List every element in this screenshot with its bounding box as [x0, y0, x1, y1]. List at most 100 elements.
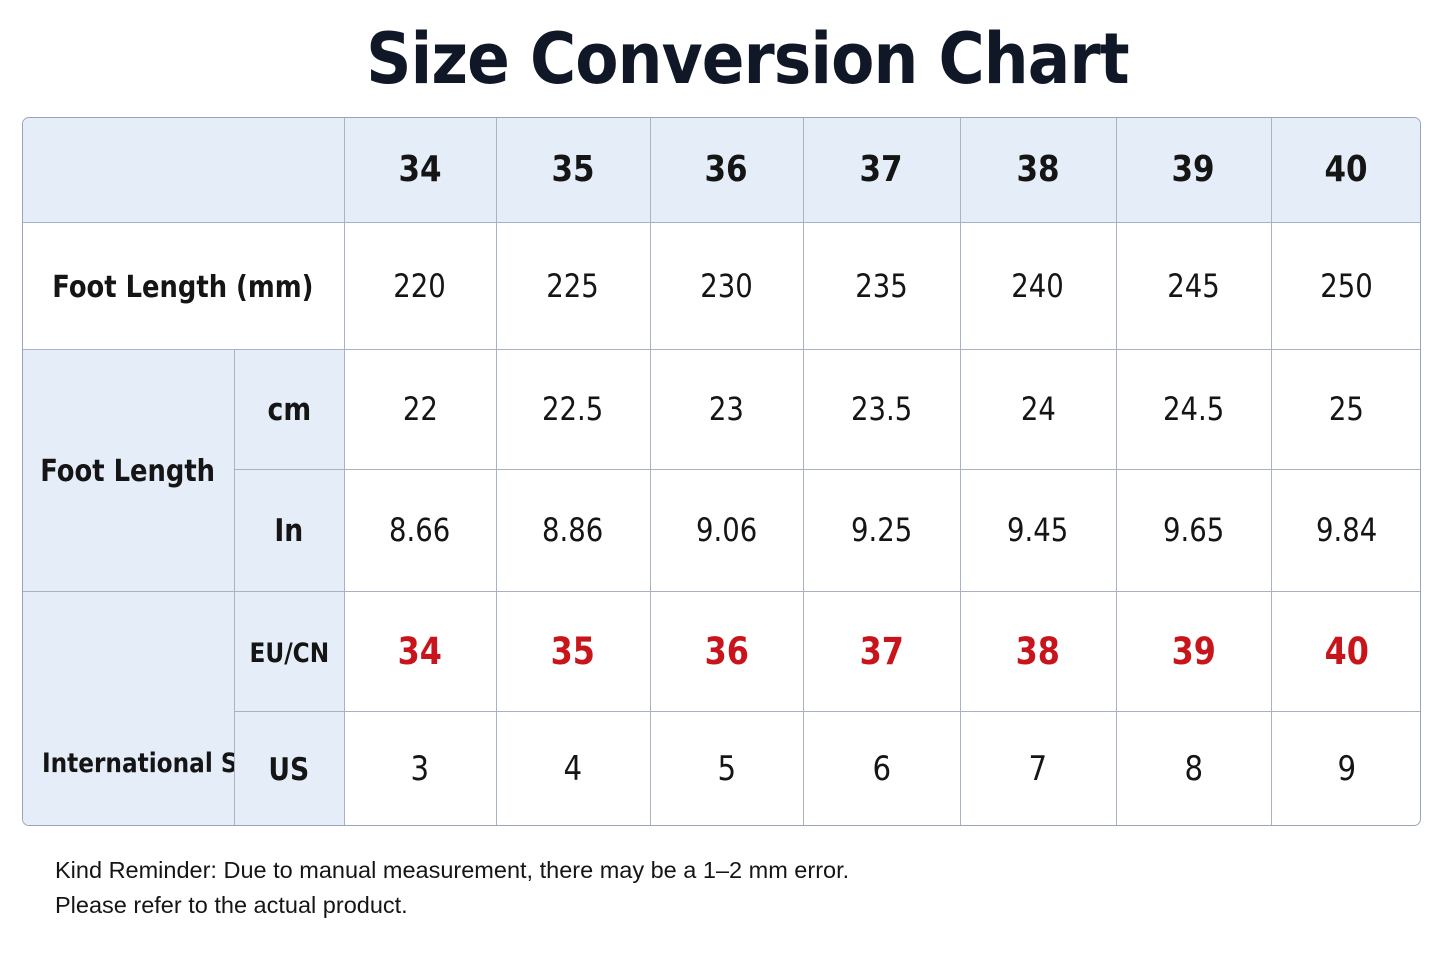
- table-row-in: In 8.66 8.86 9.06 9.25 9.45 9.65 9.84: [23, 468, 1420, 592]
- eu-cn-value: 38: [1015, 629, 1061, 673]
- value-cell: 4: [495, 710, 651, 825]
- value-cell: 8: [1115, 710, 1272, 825]
- us-value: 8: [1184, 749, 1203, 789]
- cm-value: 23: [708, 390, 745, 428]
- row-label-cell: Foot Length (mm): [23, 221, 345, 350]
- in-value: 9.84: [1315, 511, 1378, 549]
- value-cell: 5: [649, 710, 804, 825]
- value-cell: 40: [1270, 590, 1420, 712]
- value-cell: 9.06: [649, 468, 804, 592]
- eu-cn-value: 35: [550, 629, 596, 673]
- value-cell: 9.45: [959, 468, 1117, 592]
- header-size-cell: 36: [649, 118, 804, 223]
- eu-cn-value: 39: [1171, 629, 1216, 673]
- value-cell: 36: [649, 590, 804, 712]
- unit-label-cell: EU/CN: [233, 590, 345, 712]
- value-cell: 8.86: [495, 468, 651, 592]
- value-cell: 225: [495, 221, 651, 350]
- value-cell: 38: [959, 590, 1117, 712]
- table-row-eu-cn: International Size EU/CN 34 35 36 37 38 …: [23, 590, 1420, 825]
- header-size-cell: 35: [495, 118, 651, 223]
- us-value: 9: [1337, 749, 1356, 789]
- us-value: 3: [410, 749, 430, 789]
- table-row-foot-length-mm: Foot Length (mm) 220 225 230 235 240 245…: [23, 221, 1420, 350]
- unit-label-cell: In: [233, 468, 345, 592]
- us-value: 4: [563, 749, 583, 789]
- value-cell: 23.5: [802, 348, 961, 470]
- table-row-us: US 3 4 5 6 7 8 9: [23, 710, 1420, 825]
- group-label-international-size: International Size: [41, 748, 233, 779]
- value-cell: 240: [959, 221, 1117, 350]
- cm-value: 22: [402, 390, 438, 428]
- group-label-cell: International Size: [23, 590, 235, 825]
- value-cell: 7: [959, 710, 1117, 825]
- size-conversion-table: 34 35 36 37 38 39 40 Foot Length (mm) 22…: [23, 118, 1420, 825]
- header-size: 36: [704, 149, 749, 190]
- unit-label-cm: cm: [267, 392, 311, 428]
- unit-label-eu-cn: EU/CN: [249, 638, 329, 669]
- mm-value: 240: [1011, 266, 1065, 305]
- value-cell: 8.66: [343, 468, 497, 592]
- us-value: 7: [1028, 749, 1048, 789]
- value-cell: 37: [802, 590, 961, 712]
- in-value: 8.86: [542, 511, 604, 549]
- cm-value: 24: [1020, 390, 1056, 428]
- value-cell: 39: [1115, 590, 1272, 712]
- eu-cn-value: 34: [397, 629, 443, 673]
- eu-cn-value: 40: [1324, 629, 1369, 673]
- header-size-cell: 39: [1115, 118, 1272, 223]
- mm-value: 245: [1167, 266, 1220, 305]
- mm-value: 230: [700, 266, 753, 305]
- header-corner-cell: [23, 118, 345, 223]
- value-cell: 9.84: [1270, 468, 1420, 592]
- in-value: 9.45: [1007, 511, 1069, 549]
- header-size: 39: [1171, 149, 1216, 190]
- group-label-foot-length: Foot Length: [40, 454, 216, 489]
- table-row-cm: Foot Length cm 22 22.5 23 23.5 24 24.5 2…: [23, 348, 1420, 592]
- value-cell: 22: [343, 348, 497, 470]
- header-size: 34: [398, 149, 442, 190]
- group-label-cell: Foot Length: [23, 348, 235, 592]
- unit-label-us: US: [268, 752, 310, 788]
- in-value: 8.66: [389, 511, 451, 549]
- header-size-cell: 40: [1270, 118, 1420, 223]
- us-value: 6: [872, 749, 891, 789]
- header-size: 40: [1324, 149, 1369, 190]
- value-cell: 35: [495, 590, 651, 712]
- size-table-frame: 34 35 36 37 38 39 40 Foot Length (mm) 22…: [22, 117, 1421, 826]
- header-size: 37: [859, 149, 904, 190]
- value-cell: 23: [649, 348, 804, 470]
- value-cell: 3: [343, 710, 497, 825]
- header-size: 35: [551, 149, 595, 190]
- value-cell: 9: [1270, 710, 1420, 825]
- eu-cn-value: 36: [704, 629, 749, 673]
- value-cell: 24: [959, 348, 1117, 470]
- value-cell: 220: [343, 221, 497, 350]
- cm-value: 22.5: [542, 390, 604, 428]
- value-cell: 25: [1270, 348, 1420, 470]
- us-value: 5: [717, 749, 736, 789]
- header-row: 34 35 36 37 38 39 40: [23, 118, 1420, 223]
- value-cell: 34: [343, 590, 497, 712]
- value-cell: 6: [802, 710, 961, 825]
- value-cell: 24.5: [1115, 348, 1272, 470]
- cm-value: 25: [1328, 390, 1365, 428]
- in-value: 9.25: [850, 511, 913, 549]
- reminder-line-1: Kind Reminder: Due to manual measurement…: [55, 857, 850, 883]
- in-value: 9.06: [695, 511, 758, 549]
- page-title: Size Conversion Chart: [366, 18, 1129, 100]
- value-cell: 235: [802, 221, 961, 350]
- mm-value: 225: [546, 266, 600, 305]
- value-cell: 245: [1115, 221, 1272, 350]
- unit-label-cell: US: [233, 710, 345, 825]
- row-label-foot-length-mm: Foot Length (mm): [52, 269, 314, 305]
- value-cell: 9.65: [1115, 468, 1272, 592]
- eu-cn-value: 37: [859, 629, 904, 673]
- in-value: 9.65: [1162, 511, 1225, 549]
- header-size-cell: 38: [959, 118, 1117, 223]
- unit-label-in: In: [274, 513, 304, 549]
- value-cell: 9.25: [802, 468, 961, 592]
- value-cell: 250: [1270, 221, 1420, 350]
- unit-label-cell: cm: [233, 348, 345, 470]
- cm-value: 23.5: [850, 390, 913, 428]
